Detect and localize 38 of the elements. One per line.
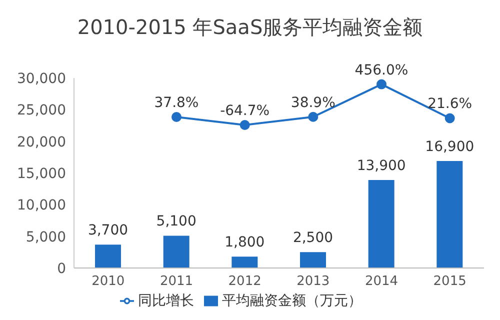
x-tick-label: 2013 (296, 274, 330, 290)
point (376, 79, 386, 90)
legend-label: 同比增长 (138, 293, 194, 309)
data-label: 3,700 (88, 222, 128, 239)
y-tick-label: 25,000 (17, 102, 66, 119)
point (240, 120, 250, 130)
bar (436, 160, 463, 268)
data-label: 16,900 (425, 138, 474, 155)
point (172, 112, 182, 122)
data-label: 2,500 (292, 230, 334, 246)
x-tick-label: 2011 (160, 274, 194, 290)
point (444, 113, 455, 124)
x-tick-label: 2012 (228, 274, 262, 290)
bar (300, 252, 326, 268)
y-tick-label: 0 (57, 260, 66, 277)
point (308, 112, 318, 122)
data-label: 21.6% (428, 96, 472, 112)
data-label: -64.7% (220, 102, 270, 119)
x-tick-label: 2014 (364, 274, 398, 290)
y-tick-label: 20,000 (17, 134, 66, 150)
bar (95, 244, 121, 268)
data-label: 38.9% (290, 94, 336, 111)
bar (368, 180, 394, 268)
y-tick-label: 5,000 (26, 229, 66, 246)
legend-label: 平均融资金额（万元） (222, 293, 362, 309)
y-tick-label: 30,000 (17, 70, 66, 87)
bar (232, 256, 258, 268)
data-label: 1,800 (224, 234, 265, 251)
data-label: 5,100 (156, 214, 196, 230)
chart-title: 2010-2015 年SaaS服务平均融资金额 (76, 14, 424, 41)
data-label: 13,900 (356, 158, 406, 174)
x-tick-label: 2015 (433, 274, 466, 290)
data-label: 456.0% (354, 62, 408, 78)
y-tick-label: 10,000 (17, 198, 66, 214)
y-tick-label: 15,000 (17, 166, 66, 182)
bar (163, 236, 190, 268)
x-tick-label: 2010 (92, 274, 125, 290)
data-label: 37.8% (154, 94, 199, 111)
